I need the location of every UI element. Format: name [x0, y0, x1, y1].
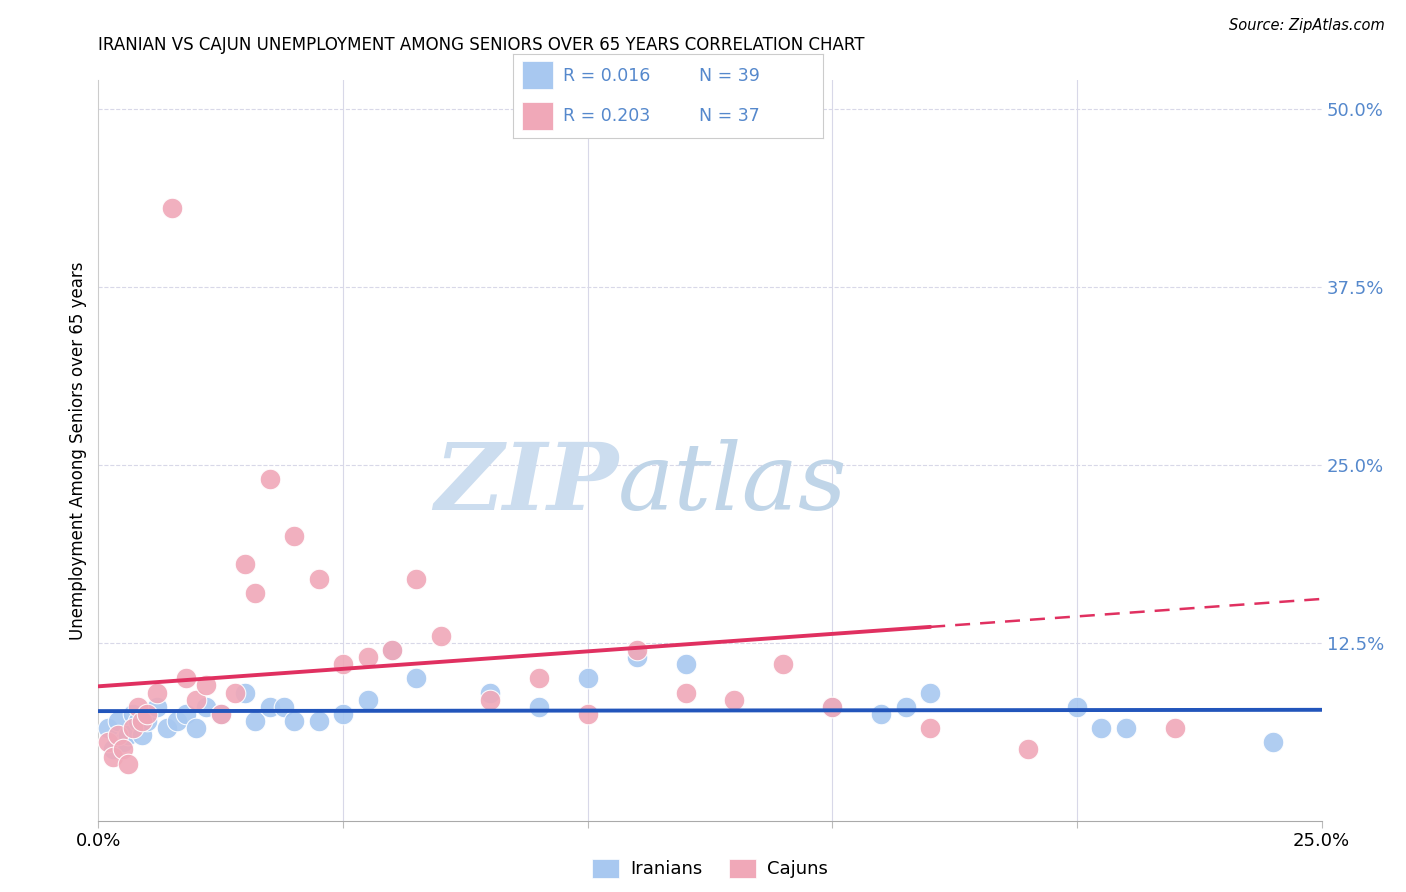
Legend: Iranians, Cajuns: Iranians, Cajuns — [585, 852, 835, 886]
Point — [186, 692, 208, 706]
Point — [107, 714, 129, 728]
Point — [283, 529, 305, 543]
Point — [894, 699, 917, 714]
Point — [626, 649, 648, 664]
Point — [273, 699, 295, 714]
Point — [233, 558, 256, 572]
Point — [111, 742, 134, 756]
Point — [626, 642, 648, 657]
Point — [195, 678, 218, 692]
Point — [675, 685, 697, 699]
Text: ZIP: ZIP — [434, 439, 619, 529]
Point — [576, 706, 599, 721]
Point — [136, 706, 159, 721]
Point — [356, 649, 378, 664]
Point — [821, 699, 844, 714]
Point — [920, 721, 942, 735]
Point — [1066, 699, 1088, 714]
Point — [723, 692, 745, 706]
Point — [127, 699, 149, 714]
Point — [209, 706, 232, 721]
Text: N = 39: N = 39 — [699, 67, 759, 85]
Point — [332, 706, 354, 721]
Point — [127, 714, 149, 728]
Point — [527, 699, 550, 714]
Point — [97, 735, 120, 749]
Point — [430, 629, 453, 643]
Point — [111, 735, 134, 749]
Point — [1164, 721, 1187, 735]
Point — [101, 742, 124, 756]
Bar — [523, 102, 554, 130]
Point — [107, 728, 129, 742]
Text: atlas: atlas — [619, 439, 848, 529]
Point — [131, 728, 153, 742]
Point — [166, 714, 188, 728]
Point — [101, 749, 124, 764]
Point — [121, 721, 143, 735]
Point — [405, 671, 427, 685]
Point — [1115, 721, 1137, 735]
Point — [176, 671, 198, 685]
Point — [1261, 735, 1284, 749]
Point — [527, 671, 550, 685]
Text: Source: ZipAtlas.com: Source: ZipAtlas.com — [1229, 18, 1385, 33]
Point — [478, 685, 501, 699]
Point — [259, 472, 281, 486]
Point — [209, 706, 232, 721]
Point — [186, 721, 208, 735]
Point — [224, 685, 246, 699]
Y-axis label: Unemployment Among Seniors over 65 years: Unemployment Among Seniors over 65 years — [69, 261, 87, 640]
Point — [131, 714, 153, 728]
Point — [308, 714, 330, 728]
Point — [146, 699, 169, 714]
Point — [97, 721, 120, 735]
Text: IRANIAN VS CAJUN UNEMPLOYMENT AMONG SENIORS OVER 65 YEARS CORRELATION CHART: IRANIAN VS CAJUN UNEMPLOYMENT AMONG SENI… — [98, 36, 865, 54]
Point — [283, 714, 305, 728]
Point — [259, 699, 281, 714]
Point — [243, 714, 266, 728]
Point — [146, 685, 169, 699]
Point — [772, 657, 794, 671]
Point — [920, 685, 942, 699]
Point — [117, 728, 139, 742]
Point — [156, 721, 179, 735]
Point — [233, 685, 256, 699]
Point — [675, 657, 697, 671]
Point — [308, 572, 330, 586]
Point — [576, 671, 599, 685]
Point — [356, 692, 378, 706]
Point — [405, 572, 427, 586]
Text: N = 37: N = 37 — [699, 107, 759, 125]
Text: R = 0.016: R = 0.016 — [562, 67, 650, 85]
Point — [478, 692, 501, 706]
Point — [332, 657, 354, 671]
Bar — [523, 62, 554, 89]
Point — [821, 699, 844, 714]
Point — [195, 699, 218, 714]
Point — [136, 714, 159, 728]
Point — [243, 586, 266, 600]
Text: R = 0.203: R = 0.203 — [562, 107, 650, 125]
Point — [1090, 721, 1112, 735]
Point — [121, 706, 143, 721]
Point — [1017, 742, 1039, 756]
Point — [117, 756, 139, 771]
Point — [870, 706, 893, 721]
Point — [381, 642, 404, 657]
Point — [160, 202, 183, 216]
Point — [381, 642, 404, 657]
Point — [176, 706, 198, 721]
